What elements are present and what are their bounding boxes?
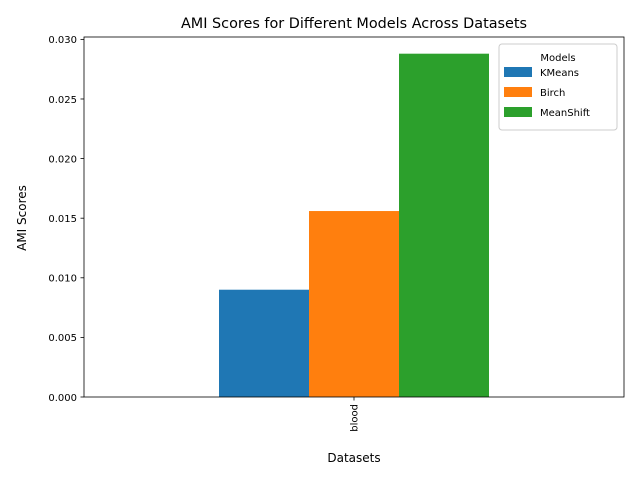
bar-birch-blood [309,211,399,397]
y-tick-label: 0.000 [48,393,77,404]
bars-group [219,53,489,397]
legend-swatch-meanshift [504,107,532,117]
legend-label-meanshift: MeanShift [540,108,590,119]
legend-title: Models [540,53,575,64]
legend-swatch-birch [504,87,532,97]
axes-group: 0.000 0.005 0.010 0.015 0.020 0.025 0.030 blood [48,35,625,432]
y-tick-label: 0.005 [48,333,77,344]
y-tick-label: 0.020 [48,154,77,165]
legend-swatch-kmeans [504,67,532,77]
x-tick-label-blood: blood [350,404,361,432]
bar-kmeans-blood [219,289,309,397]
x-axis-label: Datasets [327,451,380,465]
y-tick-label: 0.030 [48,35,77,46]
chart-title: AMI Scores for Different Models Across D… [181,16,527,32]
legend: Models KMeans Birch MeanShift [498,43,618,131]
y-tick-label: 0.025 [48,95,77,106]
y-tick-label: 0.010 [48,274,77,285]
legend-label-birch: Birch [540,88,565,99]
y-axis-label: AMI Scores [15,185,29,251]
legend-label-kmeans: KMeans [540,68,579,79]
y-tick-label: 0.015 [48,214,77,225]
bar-meanshift-blood [399,53,489,397]
